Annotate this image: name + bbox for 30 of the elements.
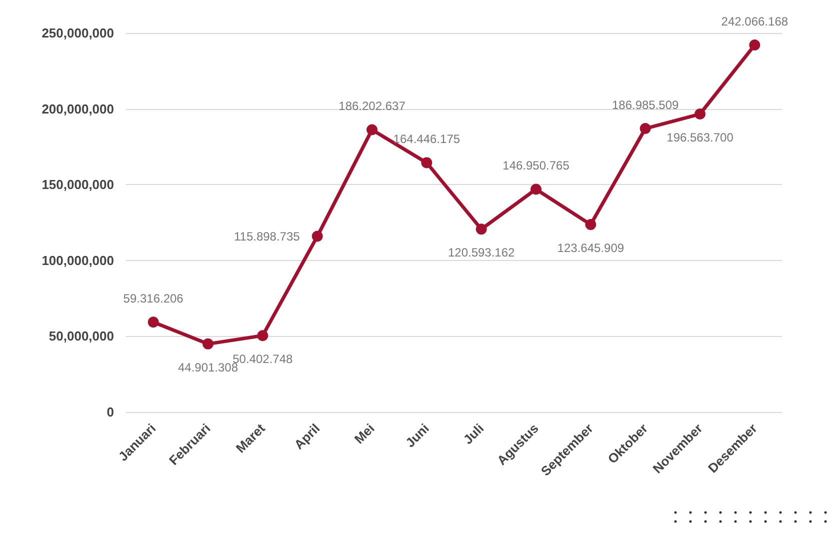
point [476,224,487,235]
data-label: 242.066.168 [721,14,788,29]
point [202,338,214,350]
point [148,316,159,328]
data-label: 196.563.700 [666,130,734,145]
point [366,124,378,136]
data-label: 120.593.162 [448,246,516,260]
y-tick-label: 150,000,000 [42,177,114,192]
y-tick-label: 250,000,000 [42,26,114,40]
point [640,123,651,134]
point [421,157,432,168]
point [312,230,323,242]
data-label: 123.645.909 [557,241,624,256]
x-tick-label: Juli [460,420,487,448]
data-label: 59.316.206 [123,292,184,306]
data-label: 146.950.765 [502,158,570,173]
point [694,108,706,120]
y-tick-label: 200,000,000 [42,101,114,116]
y-tick-label: 0 [106,404,114,420]
data-label: 186.202.637 [338,99,406,114]
data-label: 115.898.735 [234,229,300,244]
data-label: 186.985.509 [612,98,680,112]
point [585,219,596,230]
point [749,40,760,51]
data-label: 164.446.175 [393,132,460,146]
y-tick-label: 50,000,000 [48,328,114,344]
x-tick-label: Mei [351,420,378,447]
point [257,330,268,342]
point [530,184,542,195]
y-tick-label: 100,000,000 [42,252,114,268]
